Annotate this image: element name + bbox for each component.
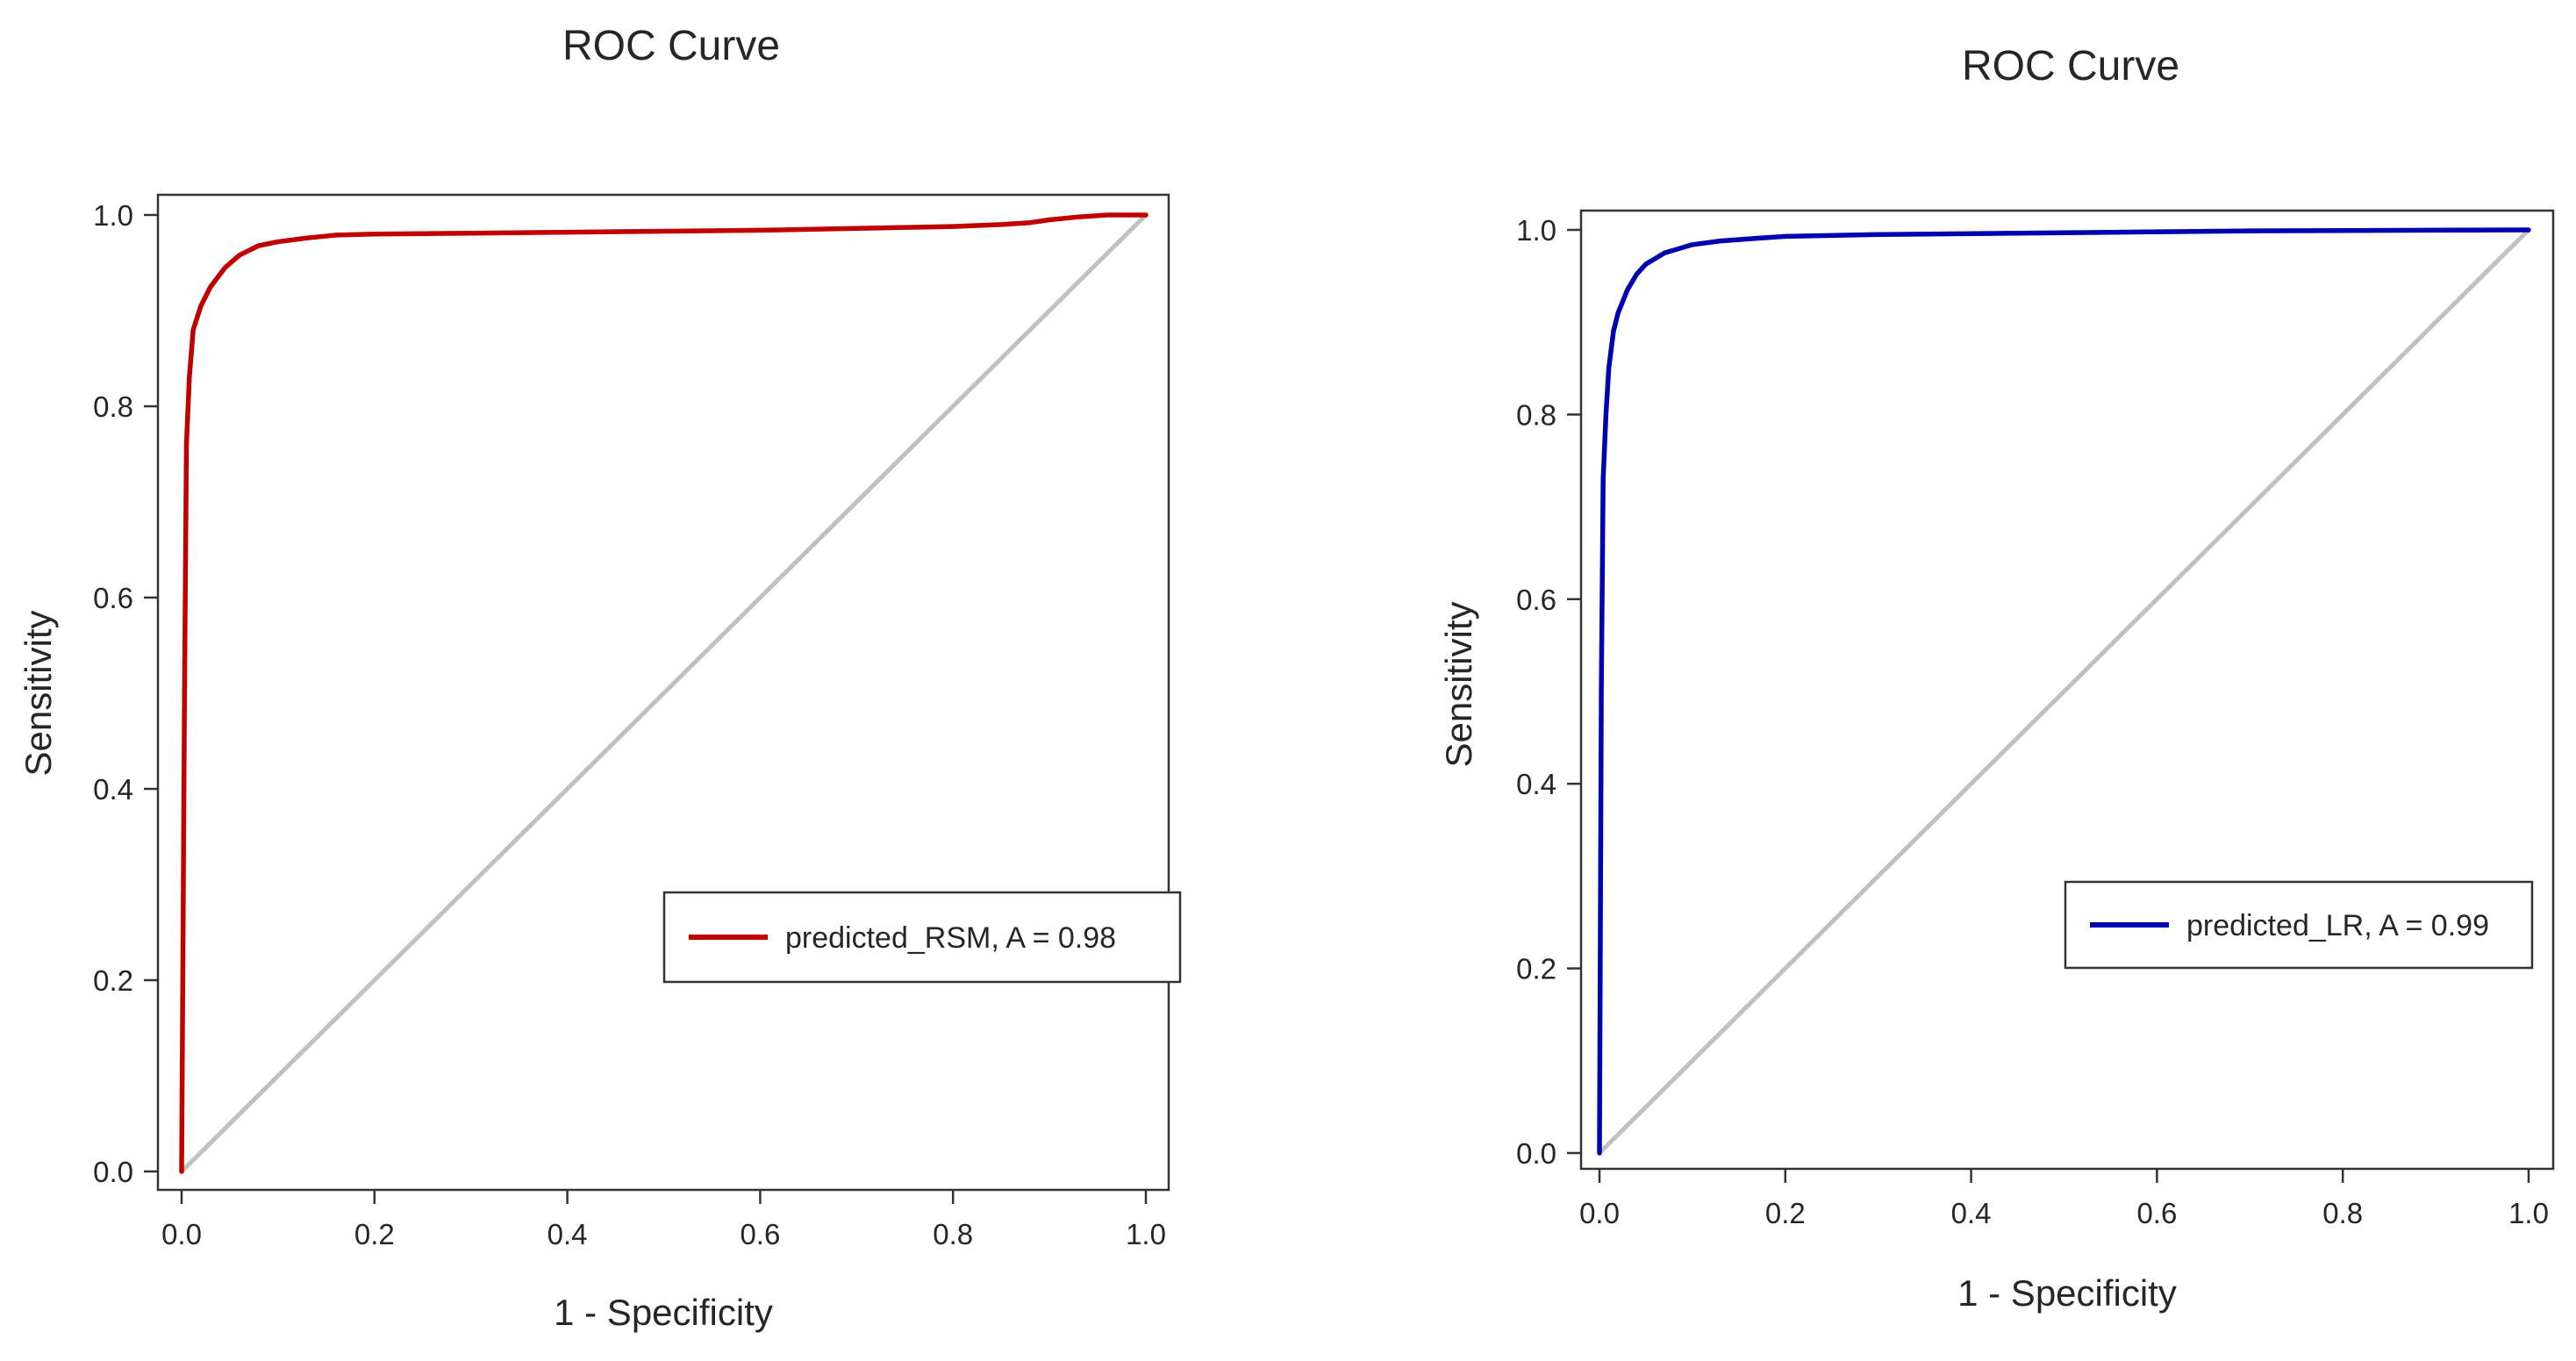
y-tick-label: 0.8 (93, 390, 133, 423)
y-tick-label: 0.2 (93, 964, 133, 997)
chart-title: ROC Curve (562, 23, 780, 69)
y-tick-label: 0.2 (1516, 953, 1556, 985)
reference-line (1597, 227, 2531, 1156)
y-tick-label: 0.8 (1516, 398, 1556, 431)
y-tick-label: 0.6 (1516, 584, 1556, 616)
plot-frame (1579, 209, 2555, 1171)
legend: predicted_LR, A = 0.99 (2064, 880, 2534, 970)
y-tick-label: 0.6 (93, 582, 133, 614)
x-tick-label: 0.6 (740, 1218, 780, 1250)
x-tick-label: 0.0 (161, 1218, 202, 1250)
y-tick-label: 1.0 (93, 199, 133, 232)
roc-curve-line (179, 212, 1148, 1174)
x-tick-label: 0.2 (1765, 1197, 1806, 1229)
y-tick-label: 0.4 (1516, 768, 1556, 800)
x-tick-label: 0.2 (354, 1218, 395, 1250)
x-tick-label: 0.6 (2136, 1197, 2177, 1229)
x-axis-label: 1 - Specificity (554, 1292, 773, 1333)
legend-label: predicted_RSM, A = 0.98 (785, 921, 1116, 955)
y-tick-label: 0.4 (93, 773, 133, 806)
y-axis-label: Sensitivity (18, 610, 59, 776)
roc-curve-line (1597, 227, 2531, 1156)
roc-chart-2: ROC Curve 0.0 0.2 0.4 0.6 0.8 1.0 0.0 0.2 0.4 0.6 0… (1438, 43, 2555, 1314)
x-tick-label: 0.0 (1579, 1197, 1620, 1229)
x-tick-label: 0.4 (1951, 1197, 1992, 1229)
x-tick-label: 0.4 (547, 1218, 588, 1250)
legend: predicted_RSM, A = 0.98 (662, 891, 1182, 984)
x-tick-label: 0.8 (933, 1218, 973, 1250)
roc-chart-1: ROC Curve 0.0 0.2 0.4 0.6 0.8 1.0 0.0 0.2 0.4 0.6 0… (18, 23, 1182, 1333)
y-tick-label: 1.0 (1516, 214, 1556, 247)
x-axis-label: 1 - Specificity (1957, 1272, 2177, 1314)
chart-title: ROC Curve (1962, 43, 2179, 90)
x-tick-label: 1.0 (1126, 1218, 1166, 1250)
x-tick-label: 0.8 (2322, 1197, 2363, 1229)
x-tick-label: 1.0 (2508, 1197, 2549, 1229)
plot-frame (156, 193, 1170, 1192)
reference-line (179, 212, 1148, 1174)
y-axis-label: Sensitivity (1438, 601, 1479, 767)
legend-label: predicted_LR, A = 0.99 (2186, 909, 2489, 942)
y-tick-label: 0.0 (93, 1156, 133, 1188)
y-tick-label: 0.0 (1516, 1137, 1556, 1170)
